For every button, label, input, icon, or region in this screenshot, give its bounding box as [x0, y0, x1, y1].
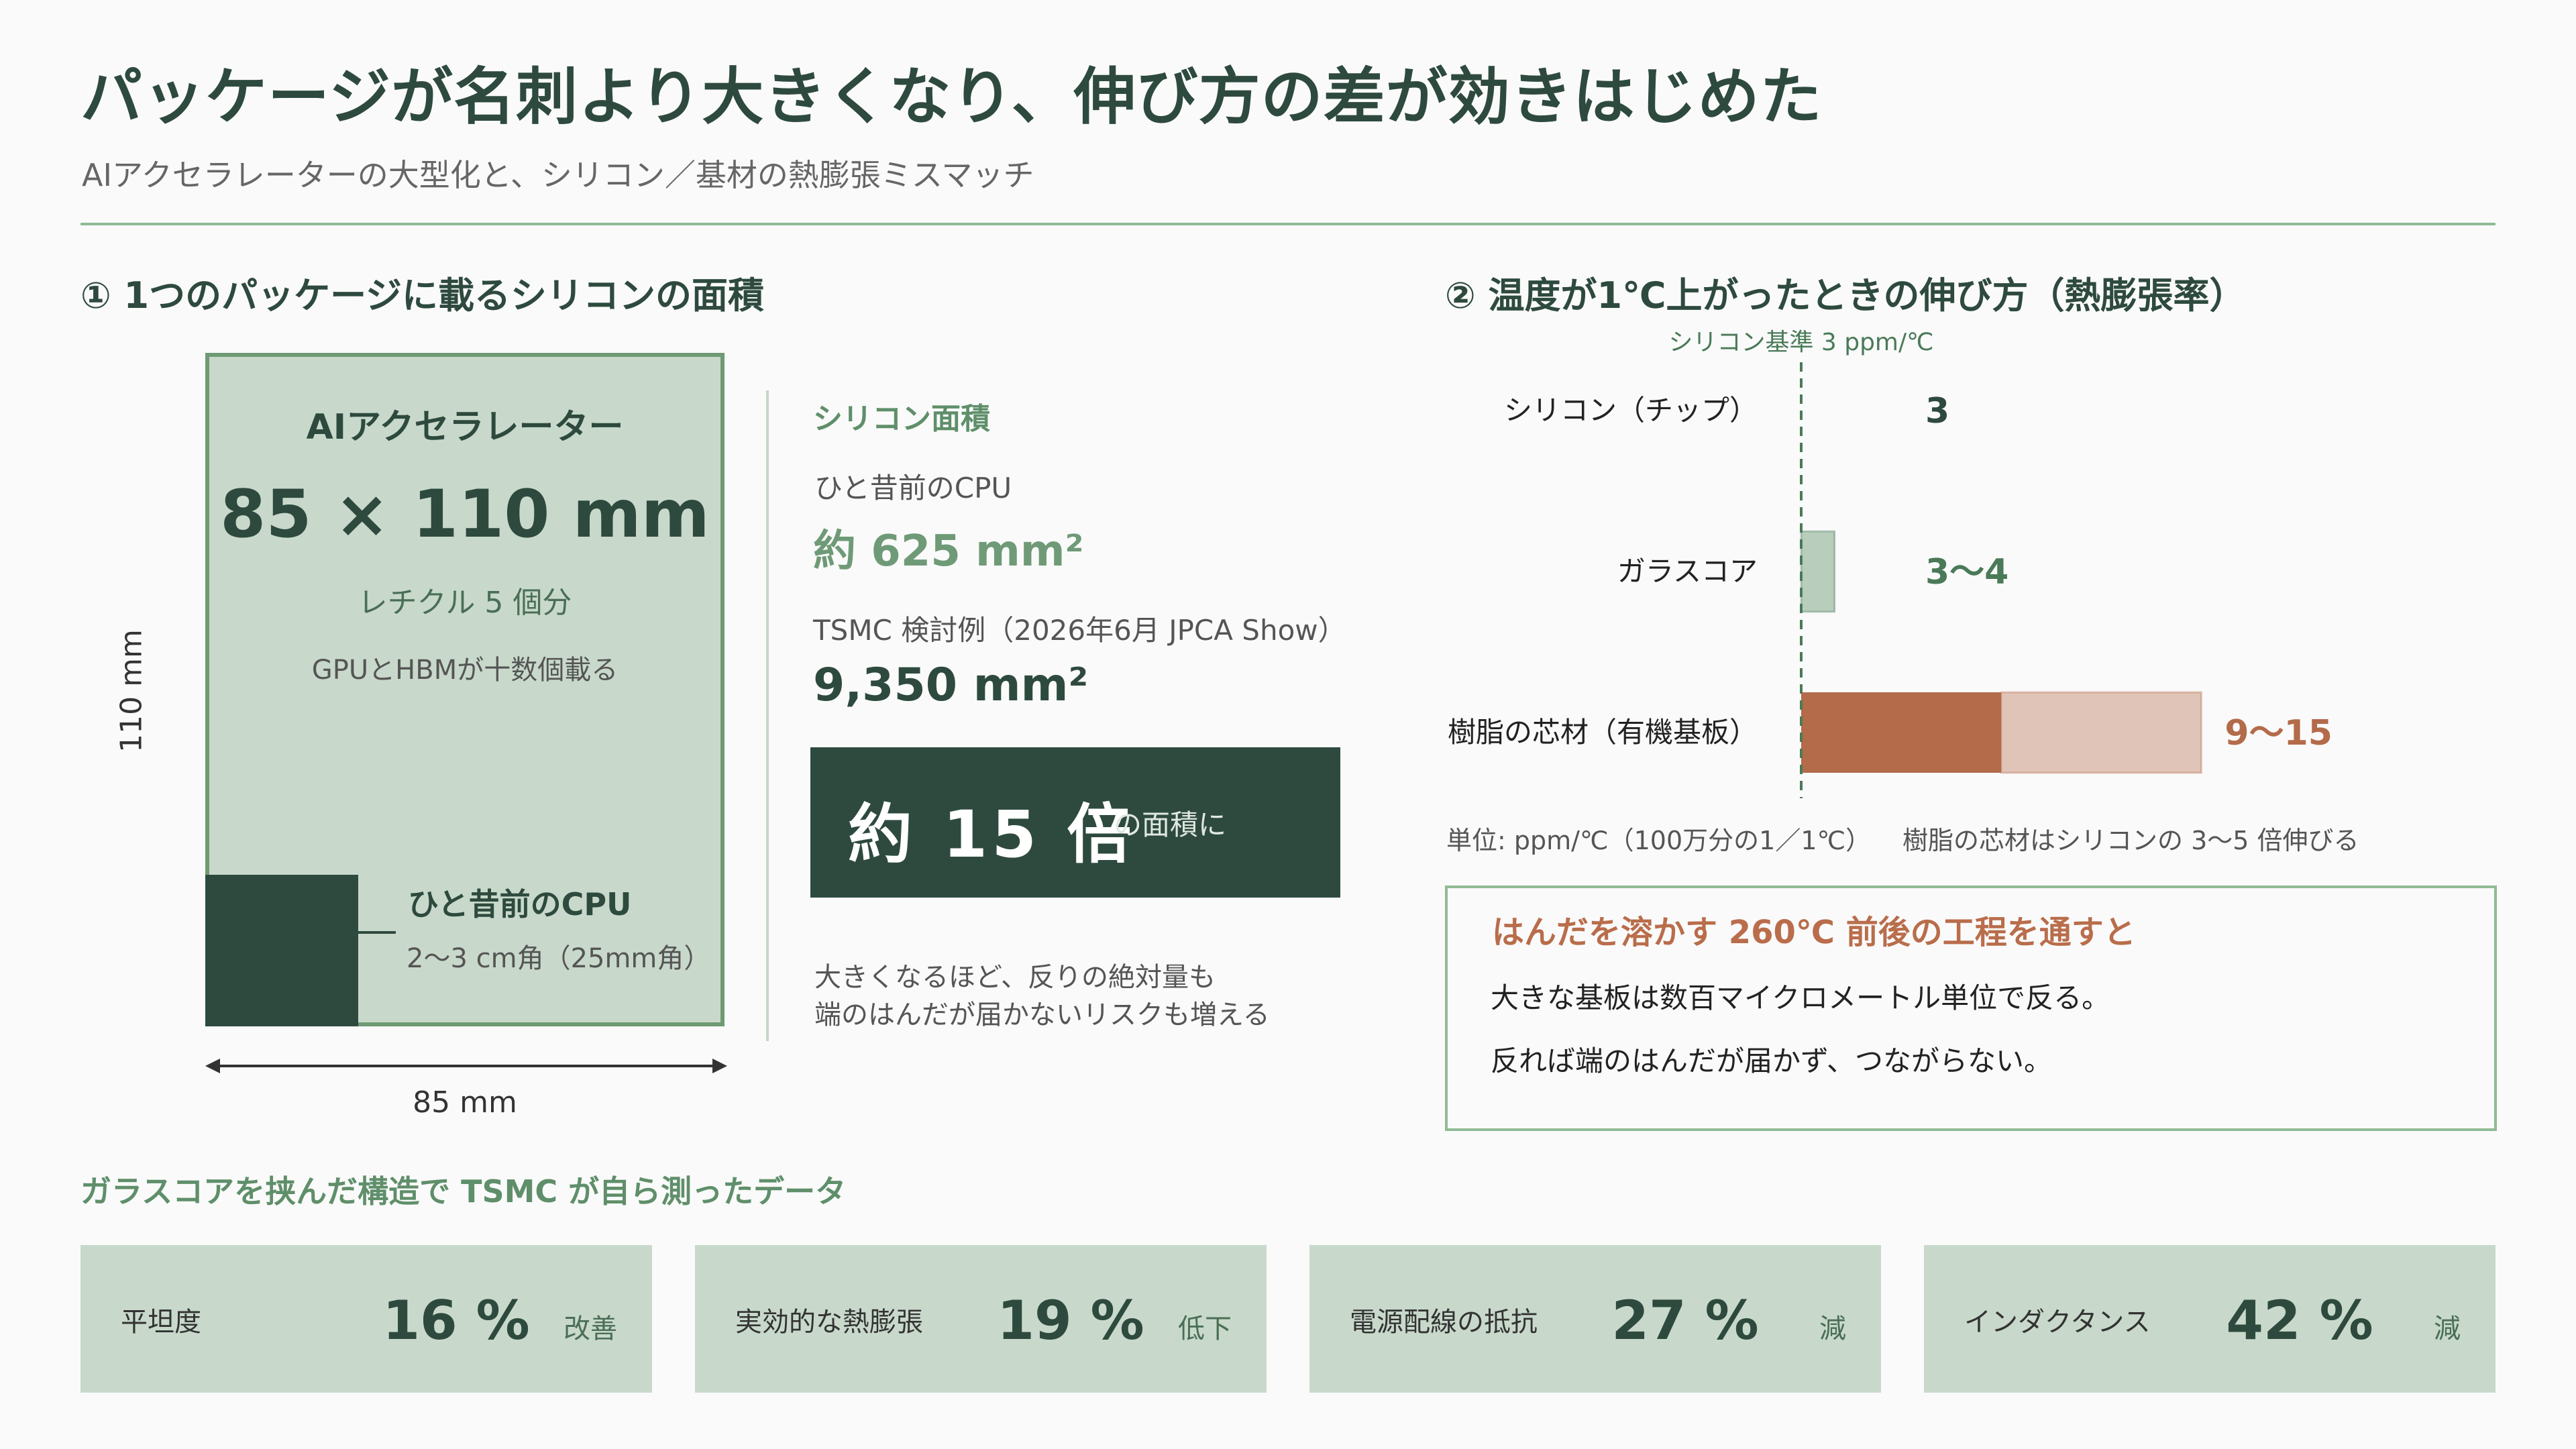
area-heading: シリコン面積 [813, 402, 990, 436]
metric-label: インダクタンス [1964, 1307, 2151, 1338]
metric-change: 低下 [1178, 1313, 1232, 1344]
old-cpu-area: 約 625 mm² [813, 527, 1084, 576]
category-label: シリコン（チップ） [1504, 394, 1758, 427]
cte-ratio-note: 樹脂の芯材はシリコンの 3〜5 倍伸びる [1902, 826, 2359, 855]
header-divider [80, 223, 2496, 225]
solder-heading: はんだを溶かす 260℃ 前後の工程を通すと [1492, 914, 2136, 951]
value-label: 3 [1925, 391, 1949, 431]
package-width-label: 85 mm [413, 1085, 517, 1120]
package-height-label: 110 mm [114, 629, 149, 753]
solder-line2: 反れば端のはんだが届かず、つながらない。 [1491, 1044, 2053, 1077]
category-label: 樹脂の芯材（有機基板） [1448, 716, 1758, 749]
arrow-left-icon [205, 1059, 220, 1073]
metric-change: 減 [1819, 1313, 1846, 1344]
package-note: GPUとHBMが十数個載る [311, 655, 619, 686]
metric-card-inductance: インダクタンス 42 % 減 [1924, 1245, 2496, 1393]
metric-value: 16 % [382, 1289, 530, 1352]
metric-change: 改善 [564, 1313, 617, 1344]
metric-change: 減 [2434, 1313, 2461, 1344]
section1-heading: ① 1つのパッケージに載るシリコンの面積 [80, 274, 765, 317]
cte-bar-chart: シリコン基準 3 ppm/℃ シリコン（チップ） 3 ガラスコア 3〜4 樹脂の芯材（有機… [1448, 329, 2332, 798]
metric-card-resistance: 電源配線の抵抗 27 % 減 [1309, 1245, 1881, 1393]
risk-note-line2: 端のはんだが届かないリスクも増える [814, 1000, 1270, 1030]
old-cpu-label: ひと昔前のCPU [814, 472, 1012, 504]
bar-range [1800, 530, 1836, 613]
tsmc-data-heading: ガラスコアを挟んだ構造で TSMC が自ら測ったデータ [80, 1173, 847, 1210]
metric-label: 平坦度 [121, 1307, 201, 1338]
package-reticle: レチクル 5 個分 [358, 586, 572, 620]
arrow-right-icon [712, 1059, 727, 1073]
ratio-suffix: の面積に [1114, 808, 1227, 841]
metric-card-flatness: 平坦度 16 % 改善 [80, 1245, 652, 1393]
solder-callout [1445, 885, 2497, 1131]
value-label: 3〜4 [1925, 552, 2008, 592]
category-label: ガラスコア [1617, 555, 1758, 588]
width-dimension-line [208, 1065, 724, 1067]
risk-note-line1: 大きくなるほど、反りの絶対量も [814, 962, 1216, 993]
metric-value: 27 % [1611, 1289, 1759, 1352]
section1-separator [766, 390, 769, 1041]
page-subtitle: AIアクセラレーターの大型化と、シリコン／基材の熱膨張ミスマッチ [82, 157, 1034, 193]
metric-label: 電源配線の抵抗 [1350, 1307, 1538, 1338]
unit-note: 単位: ppm/℃（100万分の1／1℃） [1446, 826, 1872, 855]
page-title: パッケージが名刺より大きくなり、伸び方の差が効きはじめた [80, 61, 1823, 133]
metric-value: 42 % [2226, 1289, 2373, 1352]
metric-label: 実効的な熱膨張 [735, 1307, 923, 1338]
cpu-label: ひと昔前のCPU [408, 886, 632, 922]
cpu-size: 2〜3 cm角（25mm角） [407, 943, 711, 974]
reference-label: シリコン基準 3 ppm/℃ [1668, 329, 1933, 356]
cpu-leader-line [358, 931, 396, 934]
bar-base [1801, 692, 2002, 773]
ratio-value: 約 15 倍 [848, 797, 1136, 872]
package-size: 85 × 110 mm [220, 476, 710, 553]
metric-value: 19 % [997, 1289, 1144, 1352]
bar-range [2000, 691, 2202, 774]
solder-line1: 大きな基板は数百マイクロメートル単位で反る。 [1491, 981, 2110, 1014]
cpu-square [205, 875, 358, 1026]
package-name: AIアクセラレーター [306, 407, 624, 447]
tsmc-example-label: TSMC 検討例（2026年6月 JPCA Show） [813, 614, 1346, 647]
value-label: 9〜15 [2224, 713, 2332, 753]
ratio-callout [810, 747, 1340, 898]
tsmc-example-area: 9,350 mm² [813, 659, 1089, 712]
section2-heading: ② 温度が1℃上がったときの伸び方（熱膨張率） [1445, 274, 2246, 317]
metric-card-cte: 実効的な熱膨張 19 % 低下 [695, 1245, 1267, 1393]
